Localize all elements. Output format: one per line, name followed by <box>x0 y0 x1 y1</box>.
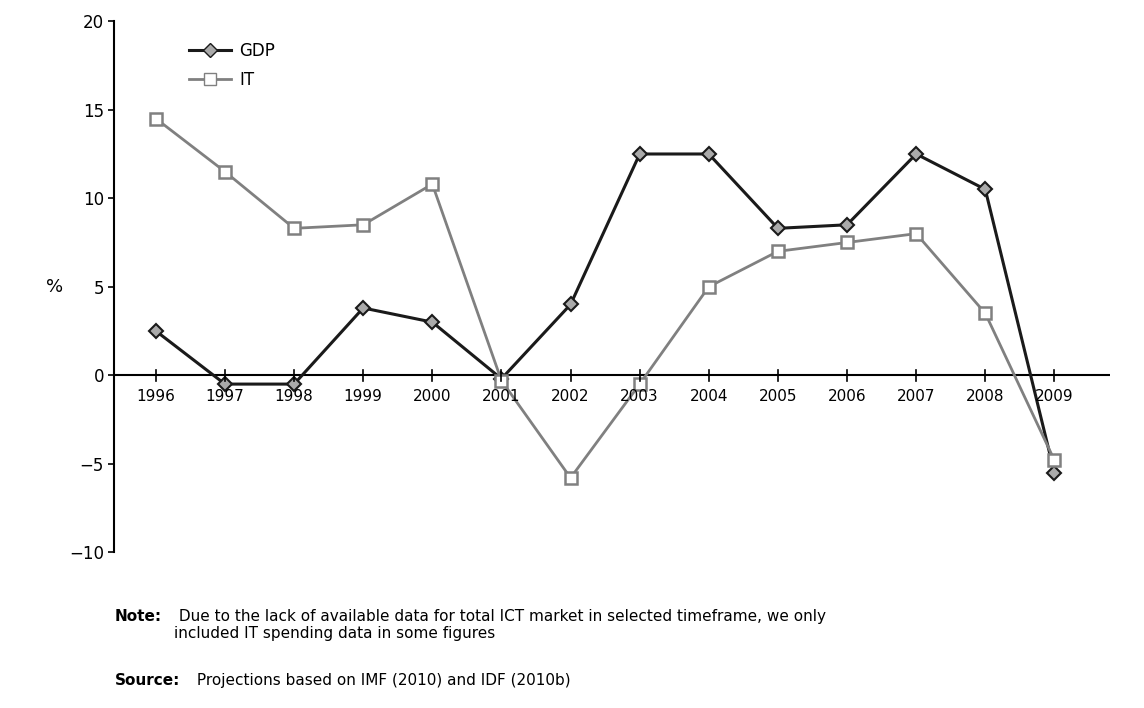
GDP <box>426 318 439 326</box>
IT <box>356 221 370 229</box>
Text: %: % <box>46 278 63 296</box>
Text: 2003: 2003 <box>620 389 659 404</box>
Text: Note:: Note: <box>114 609 161 624</box>
GDP <box>149 327 162 336</box>
Text: 2004: 2004 <box>690 389 728 404</box>
Text: 2001: 2001 <box>483 389 521 404</box>
IT <box>909 229 923 238</box>
IT <box>840 238 853 247</box>
Text: 2002: 2002 <box>551 389 590 404</box>
IT <box>494 377 508 385</box>
Text: 2006: 2006 <box>828 389 866 404</box>
GDP <box>287 379 301 388</box>
Line: GDP: GDP <box>151 149 1059 477</box>
Text: 2007: 2007 <box>897 389 936 404</box>
Text: Source:: Source: <box>114 673 180 687</box>
Text: 1998: 1998 <box>275 389 313 404</box>
IT <box>287 224 301 232</box>
Text: 1999: 1999 <box>344 389 382 404</box>
Text: 2000: 2000 <box>413 389 452 404</box>
IT <box>978 309 992 317</box>
Text: 1997: 1997 <box>206 389 245 404</box>
GDP <box>356 304 370 312</box>
Legend: GDP, IT: GDP, IT <box>182 35 281 96</box>
GDP <box>771 224 785 232</box>
IT <box>771 247 785 256</box>
IT <box>702 282 716 291</box>
IT <box>633 379 646 388</box>
Text: 1996: 1996 <box>136 389 175 404</box>
IT <box>149 115 162 123</box>
Text: 2008: 2008 <box>966 389 1004 404</box>
GDP <box>494 375 508 383</box>
Text: Projections based on IMF (2010) and IDF (2010b): Projections based on IMF (2010) and IDF … <box>192 673 571 687</box>
GDP <box>978 185 992 193</box>
GDP <box>219 379 232 388</box>
GDP <box>633 150 646 159</box>
IT <box>564 474 578 482</box>
IT <box>219 168 232 176</box>
GDP <box>1048 469 1062 477</box>
GDP <box>702 150 716 159</box>
Text: 2005: 2005 <box>758 389 797 404</box>
IT <box>426 180 439 188</box>
Line: IT: IT <box>150 113 1060 484</box>
GDP <box>564 300 578 309</box>
IT <box>1048 456 1062 464</box>
GDP <box>840 221 853 229</box>
Text: Due to the lack of available data for total ICT market in selected timeframe, we: Due to the lack of available data for to… <box>174 609 826 641</box>
Text: 2009: 2009 <box>1035 389 1074 404</box>
GDP <box>909 150 923 159</box>
